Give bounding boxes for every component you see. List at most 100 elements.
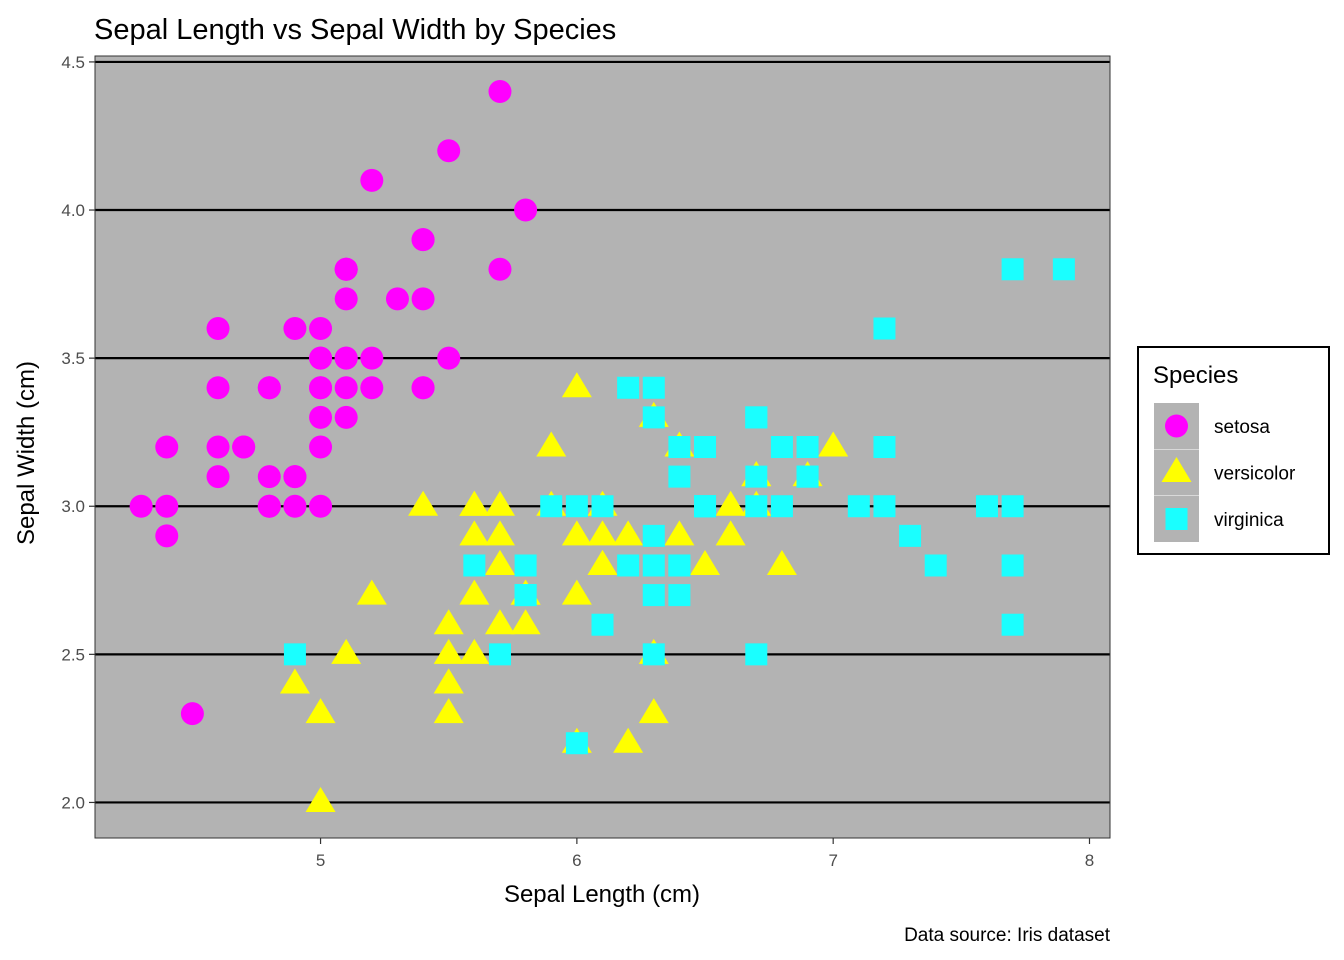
setosa-point xyxy=(309,435,333,459)
y-tick-label: 4.0 xyxy=(61,201,85,220)
virginica-point xyxy=(745,643,768,666)
legend-label: setosa xyxy=(1214,417,1270,438)
x-tick-label: 5 xyxy=(316,851,325,870)
legend-label: virginica xyxy=(1214,510,1284,531)
legend-item-versicolor: versicolor xyxy=(1154,449,1296,496)
setosa-point xyxy=(385,287,409,311)
virginica-point xyxy=(617,376,640,399)
x-tick-label: 8 xyxy=(1085,851,1094,870)
versicolor-point xyxy=(484,490,515,516)
y-tick-label: 2.0 xyxy=(61,793,85,812)
versicolor-point xyxy=(561,372,592,398)
x-axis-title: Sepal Length (cm) xyxy=(504,881,700,908)
legend-item-virginica: virginica xyxy=(1154,496,1284,542)
setosa-point xyxy=(360,346,384,370)
legend: Species setosa versicolor virginica xyxy=(1137,346,1330,555)
virginica-point xyxy=(975,495,998,518)
virginica-point xyxy=(1001,258,1024,281)
versicolor-point xyxy=(536,431,567,457)
legend-item-setosa: setosa xyxy=(1154,403,1270,449)
virginica-point xyxy=(1001,613,1024,636)
versicolor-point xyxy=(279,668,310,694)
setosa-point xyxy=(155,494,179,518)
virginica-point xyxy=(591,495,614,518)
virginica-point xyxy=(514,554,537,577)
setosa-point xyxy=(206,376,230,400)
setosa-point xyxy=(309,317,333,341)
virginica-point xyxy=(540,495,563,518)
virginica-point xyxy=(642,643,665,666)
versicolor-point xyxy=(587,549,618,575)
x-tick-label: 6 xyxy=(572,851,581,870)
versicolor-point xyxy=(818,431,849,457)
setosa-point xyxy=(257,465,281,489)
series-virginica xyxy=(283,258,1075,755)
virginica-point xyxy=(591,613,614,636)
virginica-point xyxy=(796,436,819,458)
virginica-point xyxy=(1001,554,1024,577)
virginica-point xyxy=(514,584,537,607)
virginica-point xyxy=(668,436,691,458)
virginica-point xyxy=(745,406,768,429)
versicolor-point xyxy=(459,490,490,516)
legend-items: setosa versicolor virginica xyxy=(1154,403,1296,542)
y-axis: 2.0 2.5 3.0 3.5 4.0 4.5 xyxy=(61,53,95,812)
setosa-point xyxy=(309,405,333,429)
versicolor-point xyxy=(664,520,695,546)
virginica-point xyxy=(873,436,896,458)
setosa-point xyxy=(129,494,153,518)
versicolor-point xyxy=(715,490,746,516)
virginica-point xyxy=(796,465,819,488)
setosa-point xyxy=(360,376,384,400)
setosa-point xyxy=(488,257,512,281)
versicolor-point xyxy=(433,698,464,724)
setosa-point xyxy=(309,494,333,518)
versicolor-point xyxy=(459,579,490,605)
setosa-point xyxy=(309,376,333,400)
setosa-point xyxy=(283,317,307,341)
virginica-point xyxy=(668,465,691,488)
virginica-point xyxy=(745,465,768,488)
virginica-point xyxy=(617,554,640,577)
plot-border xyxy=(94,55,1111,839)
virginica-point xyxy=(745,495,768,518)
virginica-point xyxy=(694,436,717,458)
setosa-point xyxy=(437,346,461,370)
setosa-point xyxy=(411,228,435,252)
setosa-point xyxy=(488,80,512,104)
setosa-point xyxy=(437,139,461,163)
virginica-point xyxy=(924,554,947,577)
setosa-point xyxy=(180,702,204,726)
virginica-point xyxy=(1001,495,1024,518)
x-axis: 5 6 7 8 xyxy=(316,838,1094,870)
virginica-point xyxy=(668,584,691,607)
virginica-point xyxy=(668,554,691,577)
versicolor-point xyxy=(433,638,464,664)
virginica-point xyxy=(694,495,717,518)
setosa-point xyxy=(334,346,358,370)
versicolor-point xyxy=(561,579,592,605)
virginica-point xyxy=(283,643,306,666)
virginica-point xyxy=(642,524,665,547)
versicolor-point xyxy=(484,549,515,575)
versicolor-point xyxy=(690,549,721,575)
legend-title: Species xyxy=(1153,362,1238,389)
setosa-point xyxy=(514,198,538,222)
versicolor-point xyxy=(356,579,387,605)
versicolor-point xyxy=(305,786,336,812)
virginica-point xyxy=(642,554,665,577)
virginica-point xyxy=(899,524,922,547)
setosa-point xyxy=(360,168,384,192)
virginica-point xyxy=(642,376,665,399)
versicolor-point xyxy=(331,638,362,664)
versicolor-point xyxy=(766,549,797,575)
versicolor-point xyxy=(613,520,644,546)
legend-key-setosa xyxy=(1165,414,1188,438)
virginica-point xyxy=(847,495,870,518)
setosa-point xyxy=(155,435,179,459)
versicolor-point xyxy=(587,520,618,546)
setosa-point xyxy=(257,376,281,400)
versicolor-point xyxy=(459,520,490,546)
setosa-point xyxy=(206,465,230,489)
